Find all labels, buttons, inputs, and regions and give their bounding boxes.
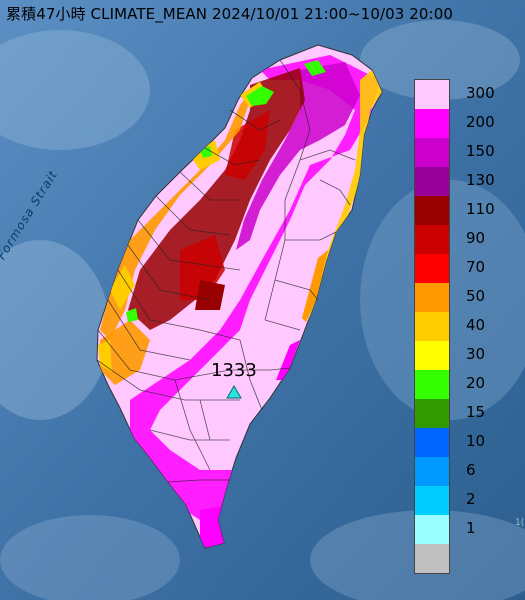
legend-label: 130 — [466, 171, 495, 189]
legend-label: 110 — [466, 200, 495, 218]
legend-label: 200 — [466, 113, 495, 131]
legend-swatch — [415, 109, 449, 138]
legend-swatch — [415, 138, 449, 167]
color-legend — [414, 79, 450, 574]
legend-swatch — [415, 341, 449, 370]
map-title: 累積47小時 CLIMATE_MEAN 2024/10/01 21:00~10/… — [6, 5, 453, 23]
max-rainfall-value: 1333 — [211, 360, 257, 381]
legend-label: 20 — [466, 374, 486, 392]
legend-label: 6 — [466, 461, 476, 479]
legend-swatch — [415, 254, 449, 283]
legend-swatch — [415, 225, 449, 254]
legend-swatch — [415, 486, 449, 515]
legend-label: 150 — [466, 142, 495, 160]
legend-label: 300 — [466, 84, 495, 102]
legend-swatch — [415, 399, 449, 428]
legend-swatch — [415, 515, 449, 544]
legend-swatch — [415, 80, 449, 109]
legend-label: 30 — [466, 345, 486, 363]
legend-swatch — [415, 312, 449, 341]
legend-label: 2 — [466, 490, 476, 508]
legend-label: 50 — [466, 287, 486, 305]
legend-label: 40 — [466, 316, 486, 334]
legend-swatch — [415, 283, 449, 312]
legend-swatch — [415, 370, 449, 399]
triangle-icon — [226, 385, 242, 399]
legend-swatch — [415, 544, 449, 573]
legend-swatch — [415, 167, 449, 196]
legend-label: 1 — [466, 519, 476, 537]
legend-swatch — [415, 428, 449, 457]
legend-label: 90 — [466, 229, 486, 247]
legend-label: 70 — [466, 258, 486, 276]
corner-mark: 1( — [515, 518, 525, 528]
legend-swatch — [415, 196, 449, 225]
legend-label: 10 — [466, 432, 486, 450]
legend-label: 15 — [466, 403, 486, 421]
legend-swatch — [415, 457, 449, 486]
